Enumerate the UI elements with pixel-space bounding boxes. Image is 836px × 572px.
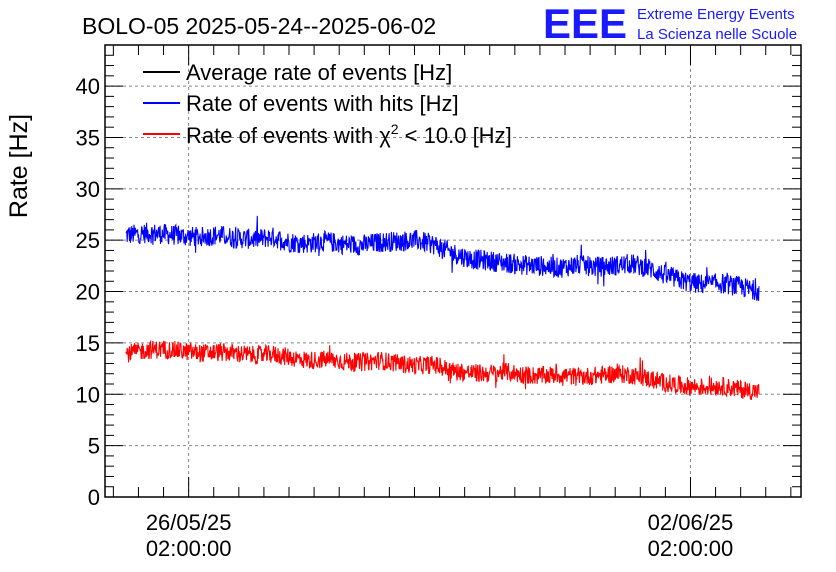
- y-tick-label-30: 30: [76, 177, 100, 202]
- x-tick-label-date-0: 26/05/25: [146, 510, 232, 535]
- eee-logo: EEE: [543, 0, 627, 47]
- chart-title: BOLO-05 2025-05-24--2025-06-02: [82, 13, 436, 39]
- y-axis-label: Rate [Hz]: [5, 114, 33, 218]
- legend-label-hits: Rate of events with hits [Hz]: [186, 91, 459, 116]
- y-tick-label-5: 5: [88, 434, 100, 459]
- y-tick-label-0: 0: [88, 485, 100, 510]
- legend-label-average: Average rate of events [Hz]: [186, 60, 452, 85]
- y-tick-label-20: 20: [76, 280, 100, 305]
- y-tick-label-25: 25: [76, 228, 100, 253]
- x-tick-label-date-1: 02/06/25: [648, 510, 734, 535]
- y-tick-label-40: 40: [76, 74, 100, 99]
- x-tick-label-time-0: 02:00:00: [146, 536, 232, 561]
- legend-label-chi2-sup: 2: [391, 121, 399, 137]
- org-name-line2: La Scienza nelle Scuole: [637, 26, 797, 43]
- y-tick-label-35: 35: [76, 125, 100, 150]
- y-tick-label-15: 15: [76, 331, 100, 356]
- plot-frame: [104, 44, 802, 498]
- org-name-line1: Extreme Energy Events: [637, 6, 795, 23]
- axes: 051015202530354026/05/2502:00:0002/06/25…: [76, 44, 802, 561]
- series-line-1: [125, 215, 760, 301]
- legend-label-chi2-main: Rate of events with χ: [186, 123, 391, 148]
- series-layer: [125, 215, 760, 400]
- series-line-2: [125, 339, 760, 400]
- grid: [105, 45, 801, 497]
- legend: Average rate of events [Hz] Rate of even…: [143, 60, 512, 148]
- legend-label-chi2-rest: < 10.0 [Hz]: [399, 123, 512, 148]
- legend-label-chi2: Rate of events with χ2 < 10.0 [Hz]: [186, 121, 512, 148]
- x-tick-label-time-1: 02:00:00: [648, 536, 734, 561]
- y-tick-label-10: 10: [76, 382, 100, 407]
